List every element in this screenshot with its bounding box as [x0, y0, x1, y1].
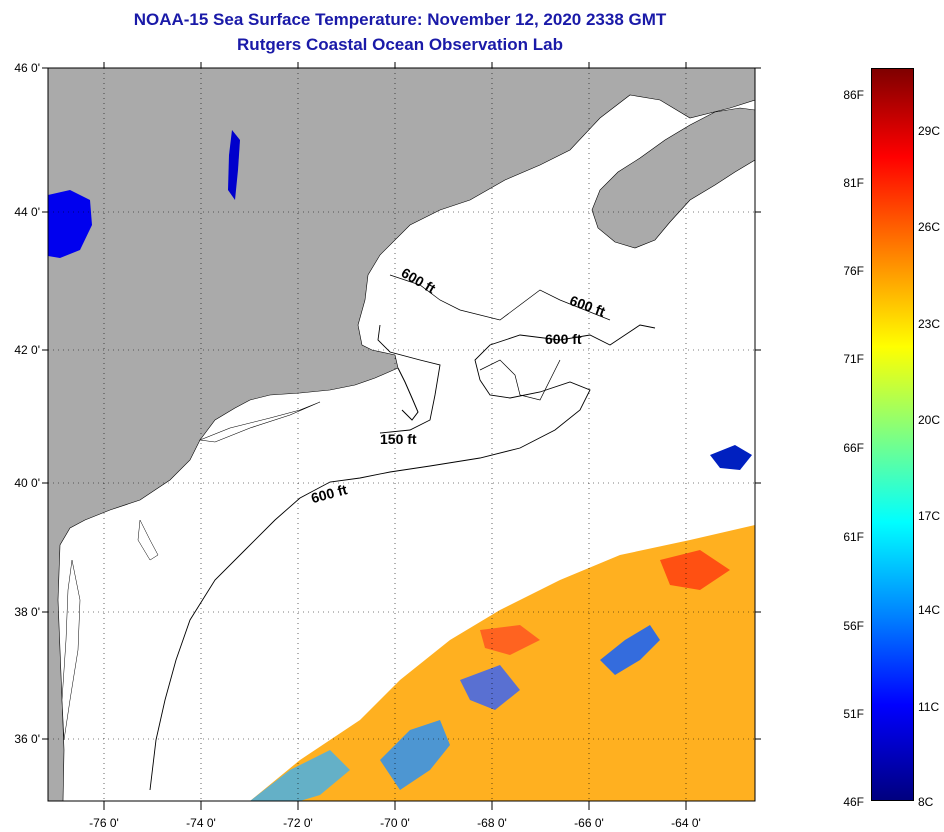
longitude-label: -72 0': [283, 816, 313, 830]
sst-hot-patch-1: [660, 550, 730, 590]
sst-cool-patch-1: [600, 625, 660, 675]
map-title: NOAA-15 Sea Surface Temperature: Novembe…: [133, 10, 667, 29]
land-us-northeast: [48, 68, 755, 801]
long-island: [198, 401, 321, 443]
colorbar-c-label: 8C: [918, 795, 934, 809]
longitude-label: -76 0': [89, 816, 119, 830]
longitude-label: -68 0': [477, 816, 507, 830]
contour-label: 600 ft: [568, 292, 608, 320]
temperature-colorbar: [871, 68, 914, 801]
contour-gulf-of-maine: [389, 274, 611, 321]
latitude-label: 36 0': [14, 732, 40, 746]
colorbar-f-label: 56F: [843, 619, 864, 633]
colorbar-c-label: 11C: [918, 700, 940, 714]
contour-shelf-150ft: [377, 324, 441, 434]
contour-label: 600 ft: [545, 331, 582, 347]
colorbar-f-label: 61F: [843, 530, 864, 544]
colorbar-f-label: 51F: [843, 707, 864, 721]
colorbar-f-label: 66F: [843, 441, 864, 455]
longitude-label: -70 0': [380, 816, 410, 830]
sst-cool-patch-3: [460, 665, 520, 710]
sst-cool-edge: [250, 750, 350, 801]
colorbar-f-label: 86F: [843, 88, 864, 102]
latitude-label: 44 0': [14, 205, 40, 219]
colorbar-c-label: 29C: [918, 124, 941, 138]
colorbar-f-label: 76F: [843, 264, 864, 278]
colorbar-f-label: 81F: [843, 176, 864, 190]
colorbar-f-label: 71F: [843, 352, 864, 366]
land-nova-scotia: [591, 107, 755, 249]
contour-label: 600 ft: [309, 481, 349, 506]
contour-label: 150 ft: [380, 431, 417, 447]
sst-hot-patch-2: [480, 625, 540, 655]
latitude-label: 38 0': [14, 605, 40, 619]
lake-champlain: [228, 130, 240, 200]
latitude-label: 46 0': [14, 61, 40, 75]
colorbar-c-label: 26C: [918, 220, 941, 234]
contour-label: 600 ft: [399, 264, 439, 296]
colorbar-c-label: 23C: [918, 317, 941, 331]
lake-ontario: [48, 190, 92, 258]
delaware-bay: [137, 519, 159, 561]
map-subtitle: Rutgers Coastal Ocean Observation Lab: [237, 35, 563, 54]
map-frame: [47, 67, 756, 802]
colorbar-c-label: 17C: [918, 509, 941, 523]
sst-cool-patch-2: [380, 720, 450, 790]
longitude-label: -64 0': [671, 816, 701, 830]
colorbar-c-label: 20C: [918, 413, 941, 427]
colorbar-f-label: 46F: [843, 795, 864, 809]
latitude-label: 42 0': [14, 343, 40, 357]
graticule: [48, 68, 755, 801]
contour-shelf-600ft: [149, 324, 656, 791]
latitude-label: 40 0': [14, 476, 40, 490]
tick-marks: [42, 62, 761, 810]
sst-warm-region: [250, 525, 755, 801]
cape-cod: [397, 367, 419, 421]
chesapeake-bay: [61, 559, 81, 741]
longitude-label: -74 0': [186, 816, 216, 830]
longitude-label: -66 0': [574, 816, 604, 830]
sst-blue-north: [710, 445, 752, 470]
contour-georges-bank: [479, 359, 561, 401]
colorbar-c-label: 14C: [918, 603, 941, 617]
